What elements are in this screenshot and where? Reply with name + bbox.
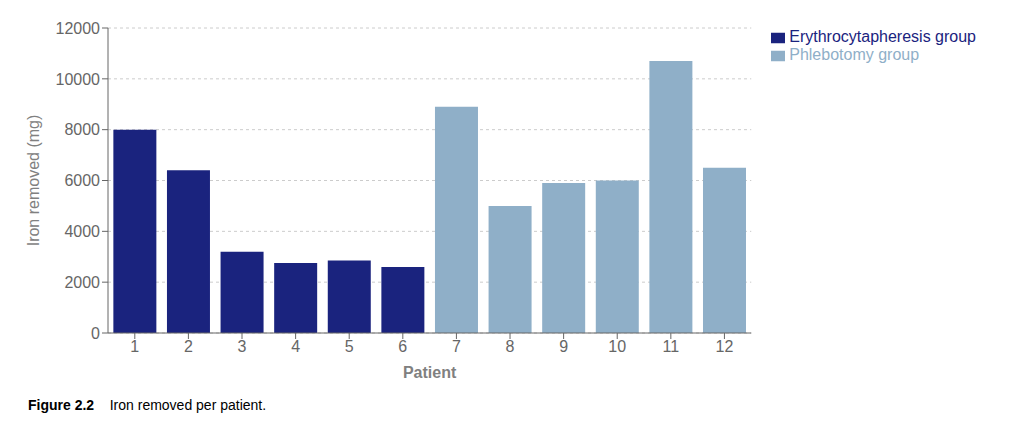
svg-text:5: 5 bbox=[345, 338, 354, 355]
svg-text:12000: 12000 bbox=[56, 20, 101, 37]
svg-text:7: 7 bbox=[452, 338, 461, 355]
svg-text:4000: 4000 bbox=[64, 223, 100, 240]
svg-text:3: 3 bbox=[238, 338, 247, 355]
svg-text:Iron removed (mg): Iron removed (mg) bbox=[25, 115, 42, 247]
svg-text:12: 12 bbox=[716, 338, 734, 355]
svg-text:8000: 8000 bbox=[64, 121, 100, 138]
svg-text:1: 1 bbox=[130, 338, 139, 355]
html-text:Phlebotomy group: Phlebotomy group bbox=[789, 46, 920, 63]
svg-text:Patient: Patient bbox=[403, 364, 457, 381]
svg-text:10000: 10000 bbox=[56, 71, 101, 88]
svg-text:0: 0 bbox=[91, 325, 100, 342]
svg-text:6: 6 bbox=[398, 338, 407, 355]
svg-text:2000: 2000 bbox=[64, 274, 100, 291]
html-text:Erythrocytapheresis group: Erythrocytapheresis group bbox=[789, 28, 976, 45]
svg-text:11: 11 bbox=[663, 338, 680, 355]
svg-text:2: 2 bbox=[184, 338, 193, 355]
html-text:Figure 2.2 Iron removed per pa: Figure 2.2 Iron removed per patient. bbox=[28, 397, 267, 413]
svg-text:6000: 6000 bbox=[64, 172, 100, 189]
svg-text:10: 10 bbox=[608, 338, 626, 355]
svg-text:8: 8 bbox=[506, 338, 515, 355]
svg-text:9: 9 bbox=[559, 338, 568, 355]
svg-text:4: 4 bbox=[291, 338, 300, 355]
